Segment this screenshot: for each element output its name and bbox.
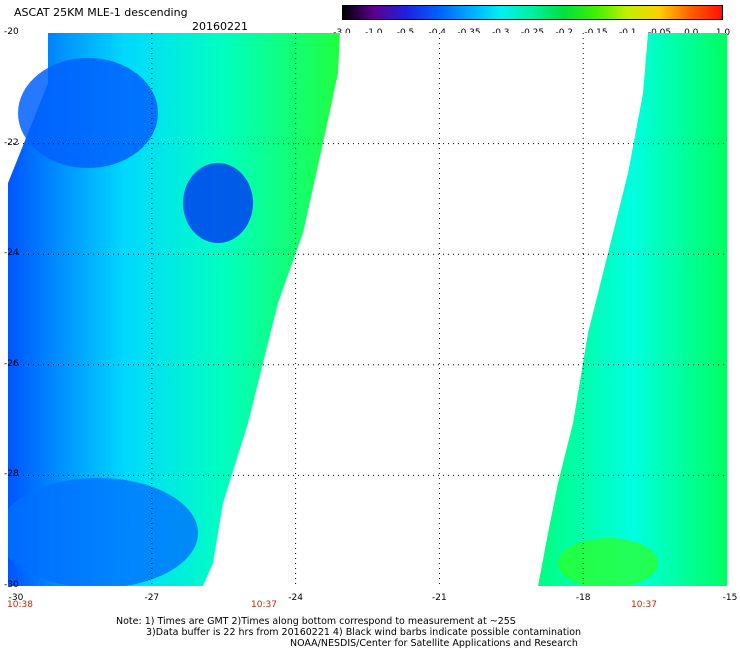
longitude-label: -21 (432, 593, 447, 603)
colorbar (342, 5, 723, 20)
swath-left-low-patch-3 (8, 478, 198, 586)
swath-left-low-patch-1 (18, 58, 158, 168)
longitude-label: -30 (8, 593, 24, 603)
gridlines (8, 33, 727, 586)
swath-left (8, 33, 340, 586)
latitude-label: -24 (4, 248, 19, 259)
time-label: 10:38 (7, 600, 33, 610)
swath-right (538, 33, 727, 586)
product-date: 20160221 (192, 20, 248, 33)
product-title: ASCAT 25KM MLE-1 descending (14, 6, 188, 19)
swath-left-low-patch-2 (183, 163, 253, 243)
latitude-label: -28 (4, 469, 19, 480)
latitude-label: -20 (4, 27, 19, 37)
longitude-label: -27 (144, 593, 160, 603)
latitude-label: -26 (4, 358, 19, 369)
note-line-1: Note: 1) Times are GMT 2)Times along bot… (116, 616, 516, 627)
longitude-label: -24 (288, 593, 303, 603)
swath-right-high-patch (558, 538, 658, 586)
scatterometer-map (8, 33, 727, 586)
latitude-label: -22 (4, 137, 19, 148)
latitude-label: -30 (4, 580, 19, 590)
longitude-label: -18 (575, 593, 591, 603)
note-line-3: NOAA/NESDIS/Center for Satellite Applica… (290, 638, 578, 649)
note-line-2: 3)Data buffer is 22 hrs from 20160221 4)… (146, 627, 582, 638)
time-label: 10:37 (631, 600, 657, 610)
longitude-label: -15 (722, 593, 738, 603)
time-label: 10:37 (251, 600, 277, 610)
